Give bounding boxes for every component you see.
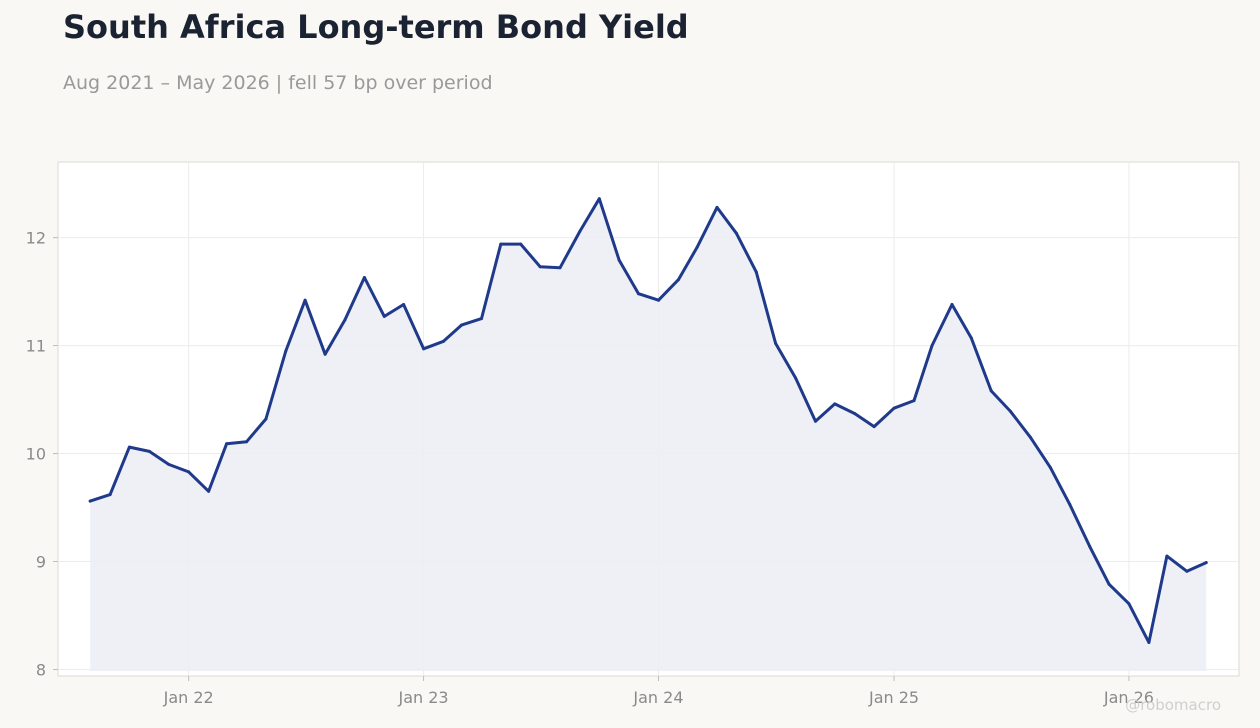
data-point [930,344,934,348]
data-point [480,317,483,321]
data-point [167,462,171,466]
data-point [1165,554,1169,558]
data-point [715,205,719,209]
yield-area-fill [90,198,1207,671]
data-point [1068,502,1072,506]
data-point [833,402,837,406]
data-point [460,323,463,327]
data-point [950,303,954,306]
data-point [578,229,582,233]
data-point [284,349,288,353]
y-tick-label: 8 [36,661,46,680]
yield-line [88,197,1208,644]
data-point [657,298,660,302]
data-point [676,278,680,282]
data-point [597,197,601,201]
data-point [442,339,445,343]
y-tick-label: 9 [36,553,46,572]
data-point [794,376,798,380]
data-point [519,242,523,246]
data-point [892,406,896,410]
data-point [108,493,112,497]
data-point [1009,409,1012,413]
y-tick-label: 10 [26,445,46,464]
x-tick-label: Jan 24 [632,688,683,707]
data-points [88,197,1208,644]
data-point [814,419,817,423]
data-point [264,417,268,421]
data-point [558,266,562,270]
data-point [872,425,876,429]
data-point [323,352,327,356]
x-axis-ticks: Jan 22 Jan 23 Jan 24 Jan 25 Jan 26 [163,676,1154,707]
data-point [774,341,778,345]
data-point [695,245,699,249]
data-point [1088,544,1092,548]
data-point [303,298,307,302]
y-tick-label: 12 [26,229,46,248]
data-point [853,412,857,416]
data-point [1147,641,1151,644]
x-tick-label: Jan 23 [398,688,449,707]
data-point [88,499,92,503]
data-point [1107,582,1111,586]
x-tick-label: Jan 25 [868,688,919,707]
watermark: @robomacro [1125,696,1221,714]
data-point [422,347,426,351]
data-point [969,336,973,340]
data-point [734,231,738,235]
data-point [499,242,503,246]
data-point [362,276,366,279]
data-point [1204,561,1208,565]
chart-title: South Africa Long-term Bond Yield [63,8,689,46]
chart-subtitle: Aug 2021 – May 2026 | fell 57 bp over pe… [63,72,493,94]
data-point [912,399,916,403]
data-point [382,314,386,318]
data-point [1029,435,1032,439]
data-point [754,270,758,274]
data-point [187,470,191,474]
data-point [989,389,993,393]
data-point [1127,602,1131,606]
data-point [245,440,249,444]
data-point [1048,466,1052,470]
data-point [617,258,621,262]
data-point [1185,569,1189,573]
data-point [147,449,151,453]
data-point [343,318,347,322]
data-point [402,303,406,306]
x-tick-label: Jan 22 [163,688,214,707]
data-point [127,445,131,449]
data-point [207,489,211,493]
data-point [225,442,229,446]
y-axis-ticks: 8 9 10 11 12 [26,229,58,680]
x-tick-label: Jan 26 [1103,688,1154,707]
data-point [538,265,542,269]
y-tick-label: 11 [26,337,46,356]
data-point [637,292,640,296]
